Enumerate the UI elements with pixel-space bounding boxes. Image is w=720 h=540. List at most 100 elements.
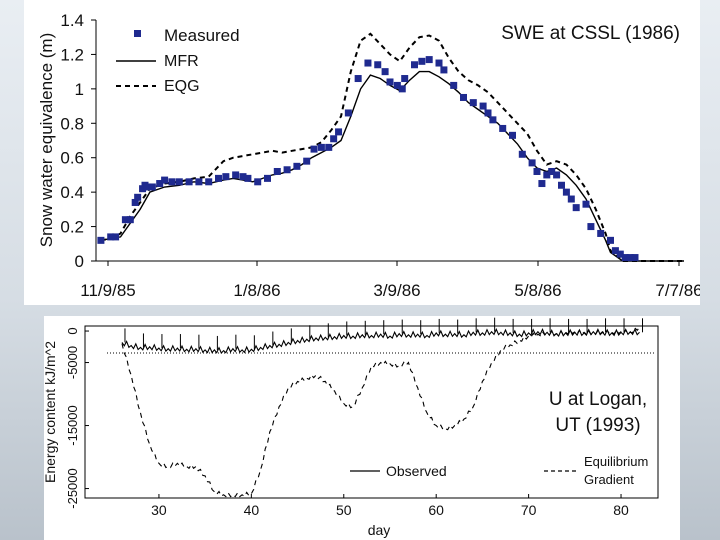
measured-point: [325, 143, 333, 151]
energy-legend: Observed Equilibrium Gradient: [350, 454, 648, 487]
energy-chart-title-line2: UT (1993): [555, 415, 640, 436]
swe-chart-panel: 0 0.2 0.4 0.6 0.8 1 1.2 1.4 11/9/85 1/8/86 3/9/86…: [24, 0, 700, 305]
measured-point: [215, 174, 222, 182]
measured-point: [381, 68, 389, 76]
measured-point: [168, 178, 176, 186]
swe-y-tick-label: 0.8: [60, 114, 84, 133]
energy-y-tick-label: -25000: [65, 468, 80, 508]
measured-point: [518, 150, 526, 158]
energy-x-tick-label: 60: [428, 502, 444, 518]
measured-point: [354, 75, 362, 83]
swe-y-axis-label: Snow water equivalence (m): [37, 33, 56, 247]
measured-point: [621, 254, 629, 262]
legend-equilibrium-label-line2: Gradient: [584, 472, 634, 487]
swe-x-tick-label: 1/8/86: [233, 281, 280, 300]
measured-point: [134, 193, 142, 201]
measured-point: [509, 131, 516, 139]
measured-point: [112, 233, 120, 241]
measured-point: [548, 167, 556, 175]
swe-x-tick-label: 11/9/85: [80, 281, 135, 300]
legend-observed-label: Observed: [386, 463, 447, 479]
measured-point: [97, 236, 105, 244]
energy-x-axis-label: day: [368, 522, 391, 538]
series-eqg-line: [100, 32, 684, 262]
measured-point: [185, 178, 193, 186]
measured-point: [107, 233, 115, 241]
measured-point: [567, 195, 575, 203]
legend-equilibrium-label-line1: Equilibrium: [584, 454, 648, 469]
measured-point: [273, 167, 281, 175]
measured-point: [572, 204, 580, 212]
measured-point: [205, 178, 213, 186]
measured-point: [499, 124, 507, 132]
energy-x-tick-label: 40: [244, 502, 260, 518]
measured-point: [489, 116, 497, 124]
measured-point: [344, 109, 352, 117]
measured-point: [317, 143, 325, 151]
measured-point: [587, 223, 595, 231]
measured-point: [386, 78, 394, 86]
measured-point: [195, 178, 203, 186]
measured-point: [156, 180, 164, 188]
measured-point: [631, 254, 639, 262]
measured-point: [401, 75, 409, 83]
swe-y-tick-label: 0.6: [60, 149, 84, 168]
legend-measured-label: Measured: [164, 26, 240, 45]
swe-y-tick-label: 0.2: [60, 218, 84, 237]
measured-point: [121, 216, 129, 224]
measured-point: [330, 135, 338, 143]
measured-point: [126, 216, 134, 224]
energy-x-tick-label: 70: [521, 502, 537, 518]
measured-point: [244, 174, 252, 182]
measured-point: [558, 181, 565, 189]
swe-y-tick-label: 0: [75, 252, 84, 271]
energy-y-axis-label: Energy content kJ/m^2: [44, 341, 58, 483]
swe-legend: Measured MFR EQG: [116, 26, 240, 95]
measured-point: [425, 56, 433, 64]
legend-measured-marker: [134, 30, 141, 37]
energy-y-tick-label: -5000: [65, 346, 80, 379]
energy-x-tick-label: 80: [613, 502, 629, 518]
swe-chart-title: SWE at CSSL (1986): [501, 23, 680, 44]
swe-y-tick-label: 1.4: [60, 11, 84, 30]
measured-point: [335, 128, 343, 136]
measured-point: [553, 171, 561, 179]
measured-point: [232, 171, 240, 179]
measured-point: [611, 247, 619, 255]
measured-point: [175, 178, 183, 186]
energy-x-tick-label: 50: [336, 502, 352, 518]
energy-chart: -25000 -15000 -5000 0 30 40 50 60 70 80 Energy c…: [44, 317, 659, 538]
measured-point: [411, 61, 418, 69]
swe-axes: [95, 20, 684, 262]
measured-point: [161, 176, 169, 184]
measured-point: [626, 254, 634, 262]
measured-point: [393, 81, 401, 89]
energy-chart-title-line1: U at Logan,: [549, 389, 647, 410]
measured-point: [440, 66, 448, 74]
measured-point: [264, 174, 271, 182]
measured-point: [254, 178, 262, 186]
measured-point: [239, 173, 247, 181]
energy-x-tick-label: 30: [151, 502, 167, 518]
measured-point: [538, 180, 546, 188]
energy-axes: [84, 325, 659, 499]
swe-x-tick-label: 5/8/86: [514, 281, 561, 300]
measured-point: [543, 171, 551, 179]
swe-y-tick-label: 1: [75, 80, 84, 99]
measured-point: [533, 167, 541, 175]
measured-point: [293, 162, 301, 170]
measured-point: [435, 59, 443, 67]
measured-point: [398, 85, 406, 93]
energy-y-tick-label: -15000: [65, 405, 80, 445]
measured-point: [479, 102, 487, 110]
measured-point: [364, 59, 372, 67]
measured-point: [148, 183, 156, 191]
legend-mfr-label: MFR: [164, 53, 199, 70]
measured-point: [562, 188, 570, 196]
series-mfr-line: [100, 70, 684, 262]
measured-point: [582, 200, 590, 208]
measured-point: [283, 166, 291, 174]
measured-point: [131, 198, 139, 206]
series-equilibrium-gradient-line: [121, 326, 640, 498]
energy-y-tick-label: 0: [65, 327, 80, 334]
